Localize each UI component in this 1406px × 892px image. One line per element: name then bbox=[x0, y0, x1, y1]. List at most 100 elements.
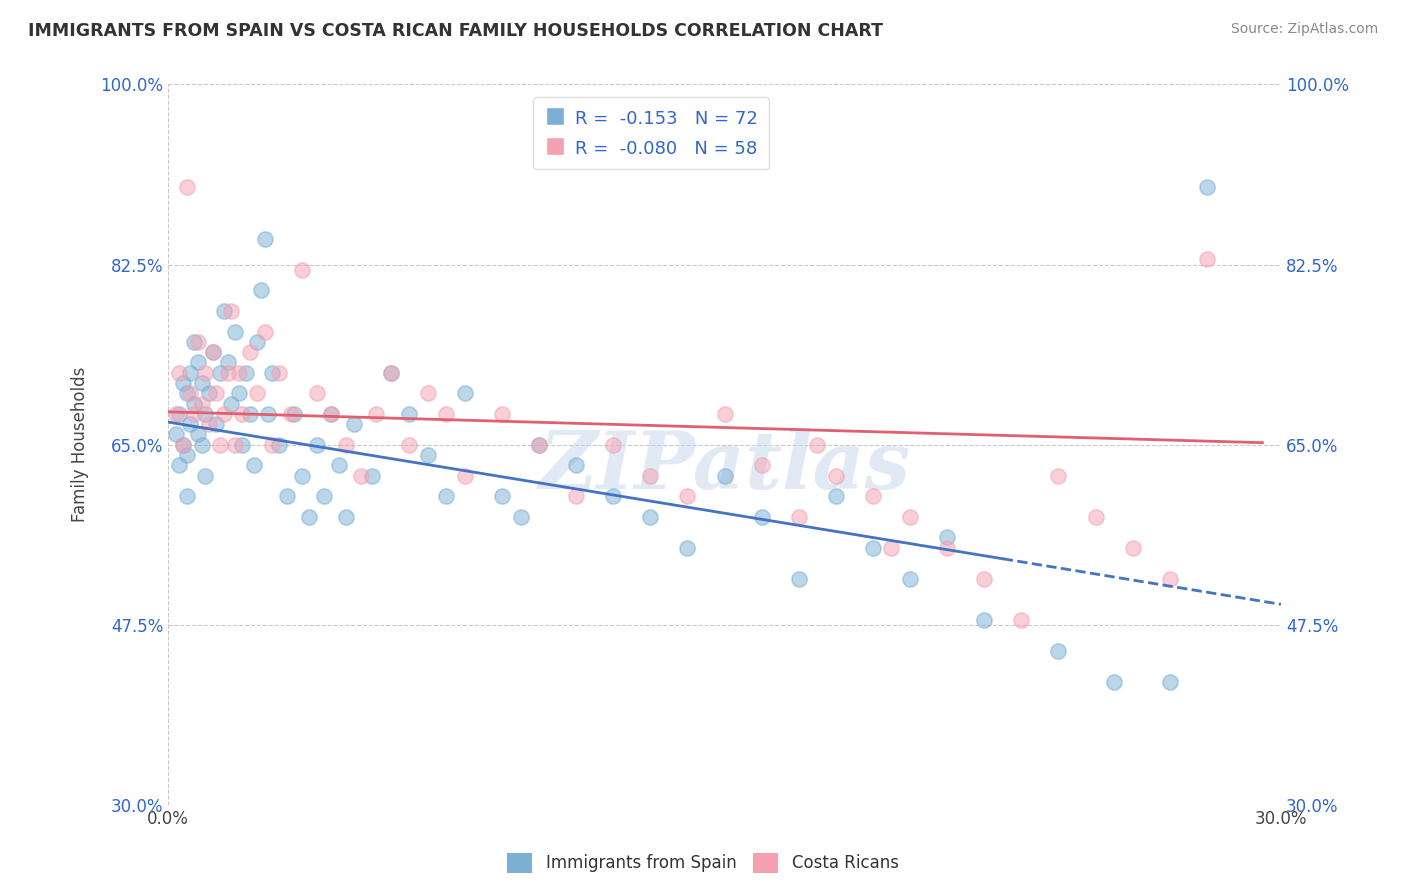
Point bbox=[209, 366, 232, 380]
Point bbox=[1047, 643, 1070, 657]
Point bbox=[824, 489, 846, 503]
Point bbox=[176, 448, 198, 462]
Point bbox=[806, 438, 828, 452]
Point bbox=[335, 509, 357, 524]
Point bbox=[491, 489, 513, 503]
Point bbox=[201, 345, 224, 359]
Point bbox=[172, 376, 194, 390]
Point bbox=[1195, 180, 1218, 194]
Point bbox=[165, 407, 187, 421]
Point bbox=[190, 438, 212, 452]
Point bbox=[179, 366, 201, 380]
Point bbox=[172, 438, 194, 452]
Text: ZIPatlas: ZIPatlas bbox=[538, 427, 911, 505]
Point bbox=[183, 396, 205, 410]
Point bbox=[398, 407, 420, 421]
Point bbox=[169, 407, 191, 421]
Point bbox=[343, 417, 366, 432]
Point bbox=[565, 489, 588, 503]
Point bbox=[880, 541, 903, 555]
Point bbox=[219, 304, 242, 318]
Point bbox=[169, 458, 191, 473]
Point bbox=[602, 438, 624, 452]
Point bbox=[183, 334, 205, 349]
Point bbox=[312, 489, 335, 503]
Y-axis label: Family Households: Family Households bbox=[72, 368, 89, 523]
Point bbox=[291, 262, 314, 277]
Point bbox=[242, 458, 264, 473]
Point bbox=[176, 489, 198, 503]
Point bbox=[862, 489, 884, 503]
Point bbox=[231, 407, 253, 421]
Point bbox=[898, 572, 921, 586]
Point bbox=[398, 438, 420, 452]
Point bbox=[416, 448, 439, 462]
Point bbox=[973, 572, 995, 586]
Point bbox=[416, 386, 439, 401]
Point bbox=[713, 407, 735, 421]
Point bbox=[434, 489, 457, 503]
Point bbox=[1195, 252, 1218, 267]
Point bbox=[269, 438, 291, 452]
Point bbox=[350, 468, 373, 483]
Point bbox=[298, 509, 321, 524]
Point bbox=[321, 407, 343, 421]
Point bbox=[269, 366, 291, 380]
Point bbox=[194, 366, 217, 380]
Point bbox=[787, 572, 810, 586]
Point bbox=[253, 232, 276, 246]
Point bbox=[262, 438, 284, 452]
Point bbox=[936, 530, 959, 544]
Point bbox=[824, 468, 846, 483]
Point bbox=[176, 180, 198, 194]
Point bbox=[898, 509, 921, 524]
Point bbox=[640, 468, 662, 483]
Point bbox=[187, 334, 209, 349]
Point bbox=[361, 468, 384, 483]
Point bbox=[1084, 509, 1107, 524]
Point bbox=[1010, 613, 1032, 627]
Point bbox=[291, 468, 314, 483]
Legend: Immigrants from Spain, Costa Ricans: Immigrants from Spain, Costa Ricans bbox=[501, 847, 905, 880]
Point bbox=[235, 366, 257, 380]
Point bbox=[262, 366, 284, 380]
Point bbox=[253, 325, 276, 339]
Point bbox=[212, 407, 235, 421]
Point bbox=[257, 407, 280, 421]
Point bbox=[224, 325, 246, 339]
Point bbox=[276, 489, 298, 503]
Text: Source: ZipAtlas.com: Source: ZipAtlas.com bbox=[1230, 22, 1378, 37]
Point bbox=[676, 541, 699, 555]
Point bbox=[1102, 674, 1125, 689]
Point bbox=[565, 458, 588, 473]
Point bbox=[165, 427, 187, 442]
Point bbox=[305, 386, 328, 401]
Point bbox=[209, 438, 232, 452]
Point bbox=[973, 613, 995, 627]
Text: IMMIGRANTS FROM SPAIN VS COSTA RICAN FAMILY HOUSEHOLDS CORRELATION CHART: IMMIGRANTS FROM SPAIN VS COSTA RICAN FAM… bbox=[28, 22, 883, 40]
Point bbox=[491, 407, 513, 421]
Point bbox=[239, 407, 262, 421]
Point bbox=[172, 438, 194, 452]
Point bbox=[212, 304, 235, 318]
Point bbox=[190, 376, 212, 390]
Point bbox=[527, 438, 550, 452]
Point bbox=[640, 509, 662, 524]
Point bbox=[205, 386, 228, 401]
Point bbox=[217, 366, 239, 380]
Point bbox=[454, 386, 477, 401]
Point bbox=[250, 283, 273, 297]
Point bbox=[198, 417, 221, 432]
Point bbox=[205, 417, 228, 432]
Point bbox=[751, 458, 773, 473]
Point bbox=[228, 386, 250, 401]
Point bbox=[1159, 572, 1181, 586]
Point bbox=[335, 438, 357, 452]
Point bbox=[231, 438, 253, 452]
Point bbox=[283, 407, 305, 421]
Point bbox=[217, 355, 239, 369]
Point bbox=[194, 468, 217, 483]
Point bbox=[179, 417, 201, 432]
Point bbox=[194, 407, 217, 421]
Point bbox=[1159, 674, 1181, 689]
